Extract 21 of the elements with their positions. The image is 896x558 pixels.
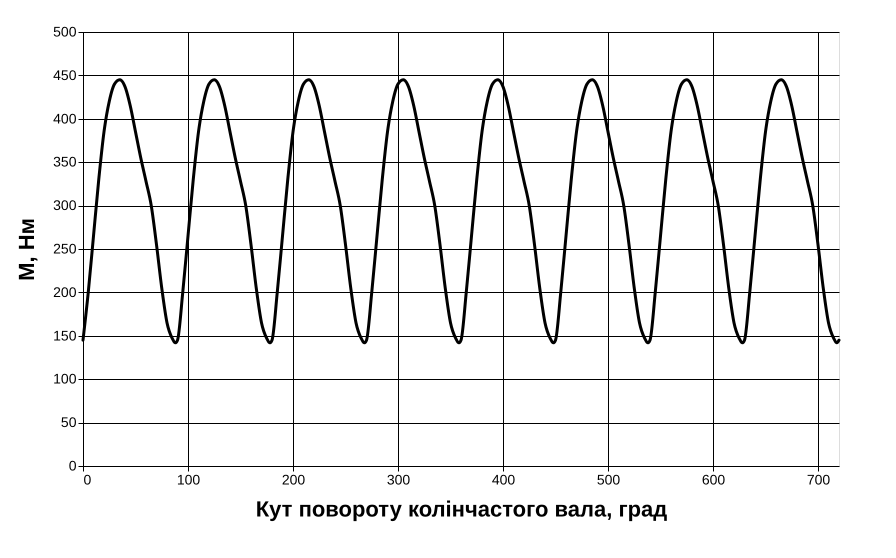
x-tick-label: 700 <box>806 472 830 488</box>
y-tick-label: 350 <box>53 154 77 170</box>
y-tick-label: 50 <box>60 414 77 430</box>
x-tick-label: 500 <box>596 472 620 488</box>
y-tick-label: 100 <box>53 370 77 387</box>
y-tick-label: 150 <box>53 327 77 344</box>
y-axis-title: М, Нм <box>14 218 40 281</box>
x-tick-label: 0 <box>84 472 92 488</box>
x-tick-label: 200 <box>282 472 306 488</box>
x-tick-label: 400 <box>492 472 516 488</box>
y-tick-label: 200 <box>53 284 77 300</box>
y-tick-label: 300 <box>53 197 77 214</box>
y-tick-label: 400 <box>53 110 77 126</box>
x-tick-label: 300 <box>386 472 410 488</box>
y-tick-label: 0 <box>68 458 77 474</box>
x-tick-label: 100 <box>176 472 200 488</box>
x-axis-title: Кут повороту колінчастого вала, град <box>256 496 668 522</box>
y-tick-label: 450 <box>53 66 77 83</box>
y-tick-label: 500 <box>53 24 77 40</box>
x-tick-label: 600 <box>702 472 726 488</box>
y-tick-label: 250 <box>53 240 77 256</box>
